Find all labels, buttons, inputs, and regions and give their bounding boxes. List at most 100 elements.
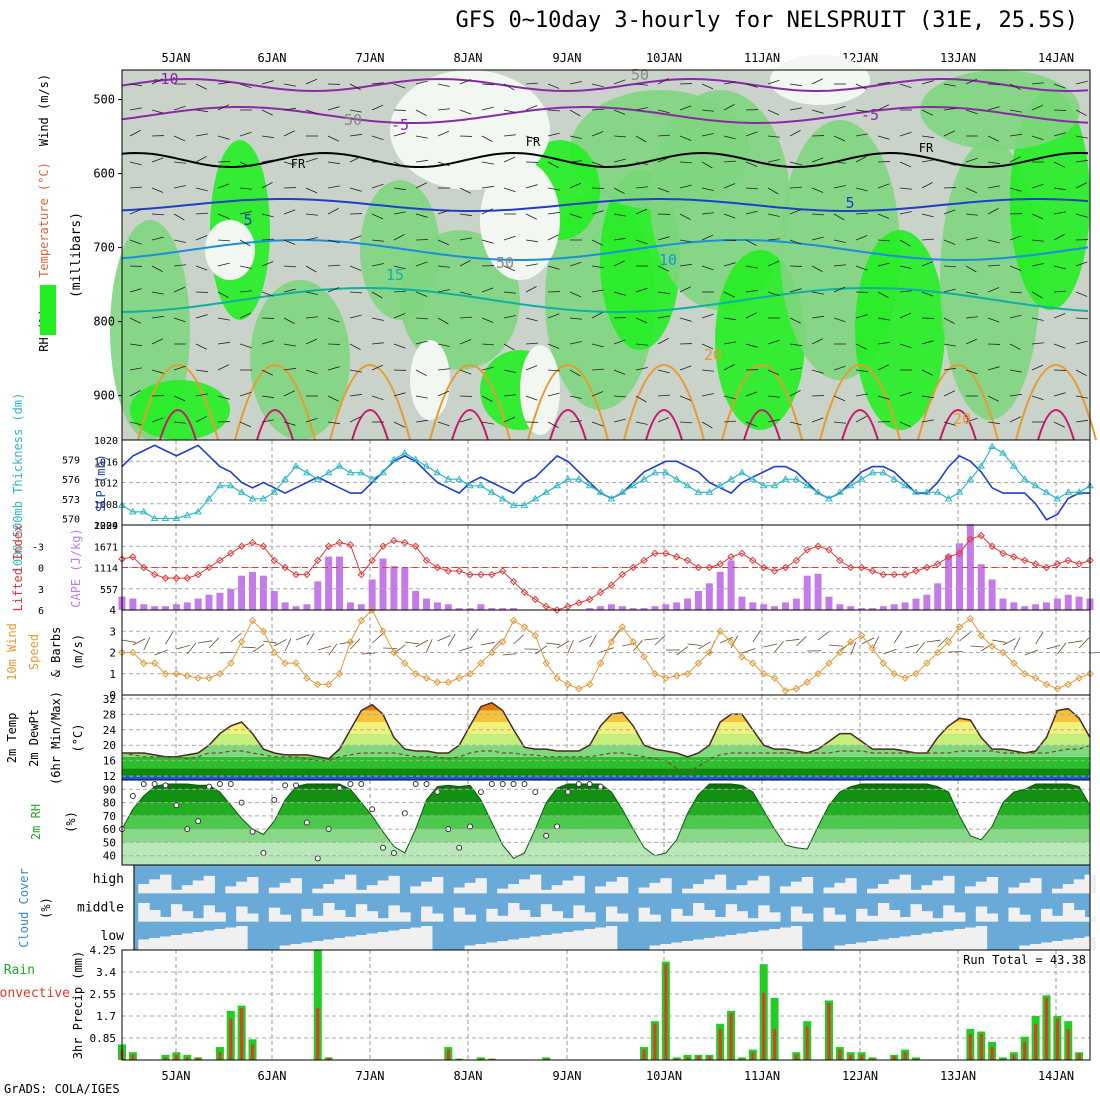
rh-band [122, 815, 1090, 830]
cloud-cover-cell [192, 918, 205, 922]
cloud-cover-cell [834, 914, 846, 922]
thickness-marker [172, 514, 181, 521]
wind-barb [1075, 182, 1087, 189]
lifted-index-marker [934, 560, 942, 568]
wind-barb [723, 317, 736, 321]
rh-marker [129, 792, 136, 799]
cloud-cover-cell [714, 917, 727, 922]
cloud-cover-cell [1041, 908, 1053, 922]
wind-speed-marker [803, 678, 811, 686]
isotherm-25 [1037, 409, 1075, 441]
isotherm-15 [121, 287, 1089, 313]
cloud-cover-cell [877, 939, 890, 950]
wind-barb-10m [611, 629, 620, 642]
wind-barb [679, 135, 692, 141]
wind-barb [481, 106, 494, 111]
wind-barb-10m [274, 639, 287, 647]
wind10m-barbs-label: & Barbs [49, 627, 63, 678]
cloud-cover-cell [431, 913, 444, 922]
thickness-marker [792, 475, 801, 482]
precip-total-bar [542, 1057, 551, 1060]
wind-barb [657, 187, 670, 193]
y-tick-label: 800 [93, 315, 115, 329]
wind-barb [767, 260, 780, 267]
wind-barb [1053, 421, 1065, 428]
precip-convective-bar [903, 1052, 907, 1060]
wind-barb [1031, 364, 1044, 371]
wind-barb [635, 107, 648, 111]
cloud-cover-cell [225, 886, 237, 894]
wind-barb [349, 291, 362, 294]
cloud-cover-cell [497, 915, 509, 922]
wind-speed-marker [1010, 659, 1018, 667]
day-label-bottom: 14JAN [1038, 1069, 1074, 1083]
cloud-cover-cell [1062, 903, 1075, 922]
isotherm-10 [121, 239, 1089, 261]
wind-barb [195, 314, 208, 319]
lifted-index-marker [585, 595, 594, 604]
lifted-index-marker [944, 553, 953, 561]
wind-barb [261, 135, 274, 139]
precip-total-bar [911, 1057, 920, 1060]
wind-barb [151, 265, 163, 272]
cloud-cover-cell [290, 878, 302, 894]
wind-barb [525, 135, 538, 141]
rh-marker [216, 780, 223, 787]
rh-marker [249, 828, 256, 835]
cape-bar [357, 604, 365, 610]
wind-barb [701, 187, 714, 191]
wind-barb [459, 260, 471, 267]
y-tick-label: 4.25 [90, 944, 117, 957]
wind-barb [679, 421, 692, 424]
slp-tick-label: 1008 [94, 500, 118, 511]
cloud-cover-cell [518, 879, 531, 894]
precip-convective-bar [686, 1057, 690, 1060]
wind-barb [635, 208, 648, 215]
precip-total-bar [476, 1057, 485, 1060]
thickness-marker [694, 488, 703, 495]
wind-barb [943, 390, 955, 397]
cloud-cover-cell [888, 879, 901, 894]
wind10m-unit-label: (m/s) [71, 634, 85, 670]
cloud-cover-cell [790, 906, 803, 922]
thickness-marker [770, 481, 779, 489]
wind-barb [1031, 291, 1043, 299]
wind-speed-marker [781, 687, 790, 695]
cloud-cover-cell [790, 881, 803, 894]
y-axis-label: (millibars) [69, 212, 84, 298]
cloud-cover-cell [138, 939, 150, 950]
temperature-baseline [122, 776, 1090, 780]
wind-barb [547, 234, 559, 241]
wind-barb [591, 265, 604, 269]
wind-barb [899, 312, 912, 319]
wind-barb [965, 316, 978, 319]
y-tick-label: 900 [93, 389, 115, 403]
wind-speed-marker [977, 631, 985, 640]
wind-barb [283, 209, 296, 215]
wind-barb-10m [785, 638, 800, 642]
cloud-cover-cell [170, 904, 183, 922]
cloud-cover-cell [181, 885, 194, 894]
wind-barb [525, 286, 537, 293]
wind-speed-marker [401, 659, 409, 667]
wind-barb-10m [546, 642, 561, 646]
cape-bar [597, 606, 605, 610]
wind-barb [921, 80, 934, 85]
wind-barb [745, 421, 758, 427]
wind-barb [437, 317, 449, 325]
temperature-line [122, 701, 1091, 760]
rh-band [122, 789, 1090, 803]
rh-marker [173, 802, 180, 809]
thickness-marker [846, 481, 855, 489]
cloud-cover-cell [616, 877, 629, 894]
wind-barb-10m [926, 639, 941, 643]
wind-barb [657, 78, 669, 85]
wind-barb-10m [644, 638, 659, 641]
lifted-index-marker [161, 574, 170, 582]
temp-unit-label: (°C) [71, 724, 85, 753]
wind-barb [195, 393, 208, 397]
wind-barb [217, 341, 230, 345]
wind-barb [591, 368, 604, 371]
wind-speed-marker [346, 638, 355, 646]
wind-barb [437, 161, 450, 167]
